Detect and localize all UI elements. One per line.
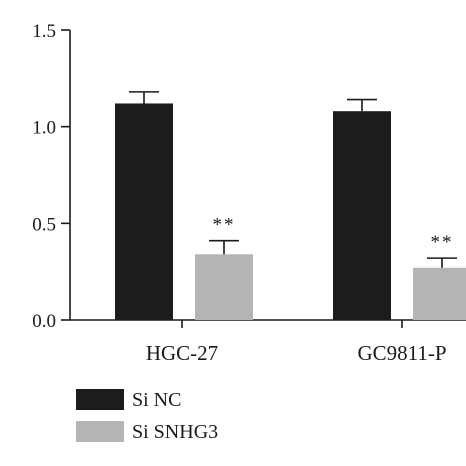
legend: Si NC Si SNHG3 xyxy=(76,389,218,443)
y-tick-label: 1.0 xyxy=(32,118,56,139)
y-tick-label: 0.5 xyxy=(32,214,56,235)
legend-swatch xyxy=(76,389,124,410)
labels: HGC-27 ** GC9811-P ** xyxy=(146,215,454,365)
significance-label: ** xyxy=(213,215,236,236)
bar-si-snhg3 xyxy=(195,254,253,320)
y-tick-label: 0.0 xyxy=(32,311,56,332)
legend-swatch xyxy=(76,421,124,442)
y-tick-label: 1.5 xyxy=(32,21,56,42)
bars xyxy=(115,91,466,320)
x-tick-label: HGC-27 xyxy=(146,341,218,365)
bar-si-snhg3 xyxy=(413,267,466,320)
bar-si-nc xyxy=(115,103,173,320)
legend-label: Si SNHG3 xyxy=(132,421,218,443)
x-tick-label: GC9811-P xyxy=(357,341,446,365)
legend-label: Si NC xyxy=(132,389,181,411)
bar-si-nc xyxy=(333,111,391,320)
significance-label: ** xyxy=(431,232,454,253)
